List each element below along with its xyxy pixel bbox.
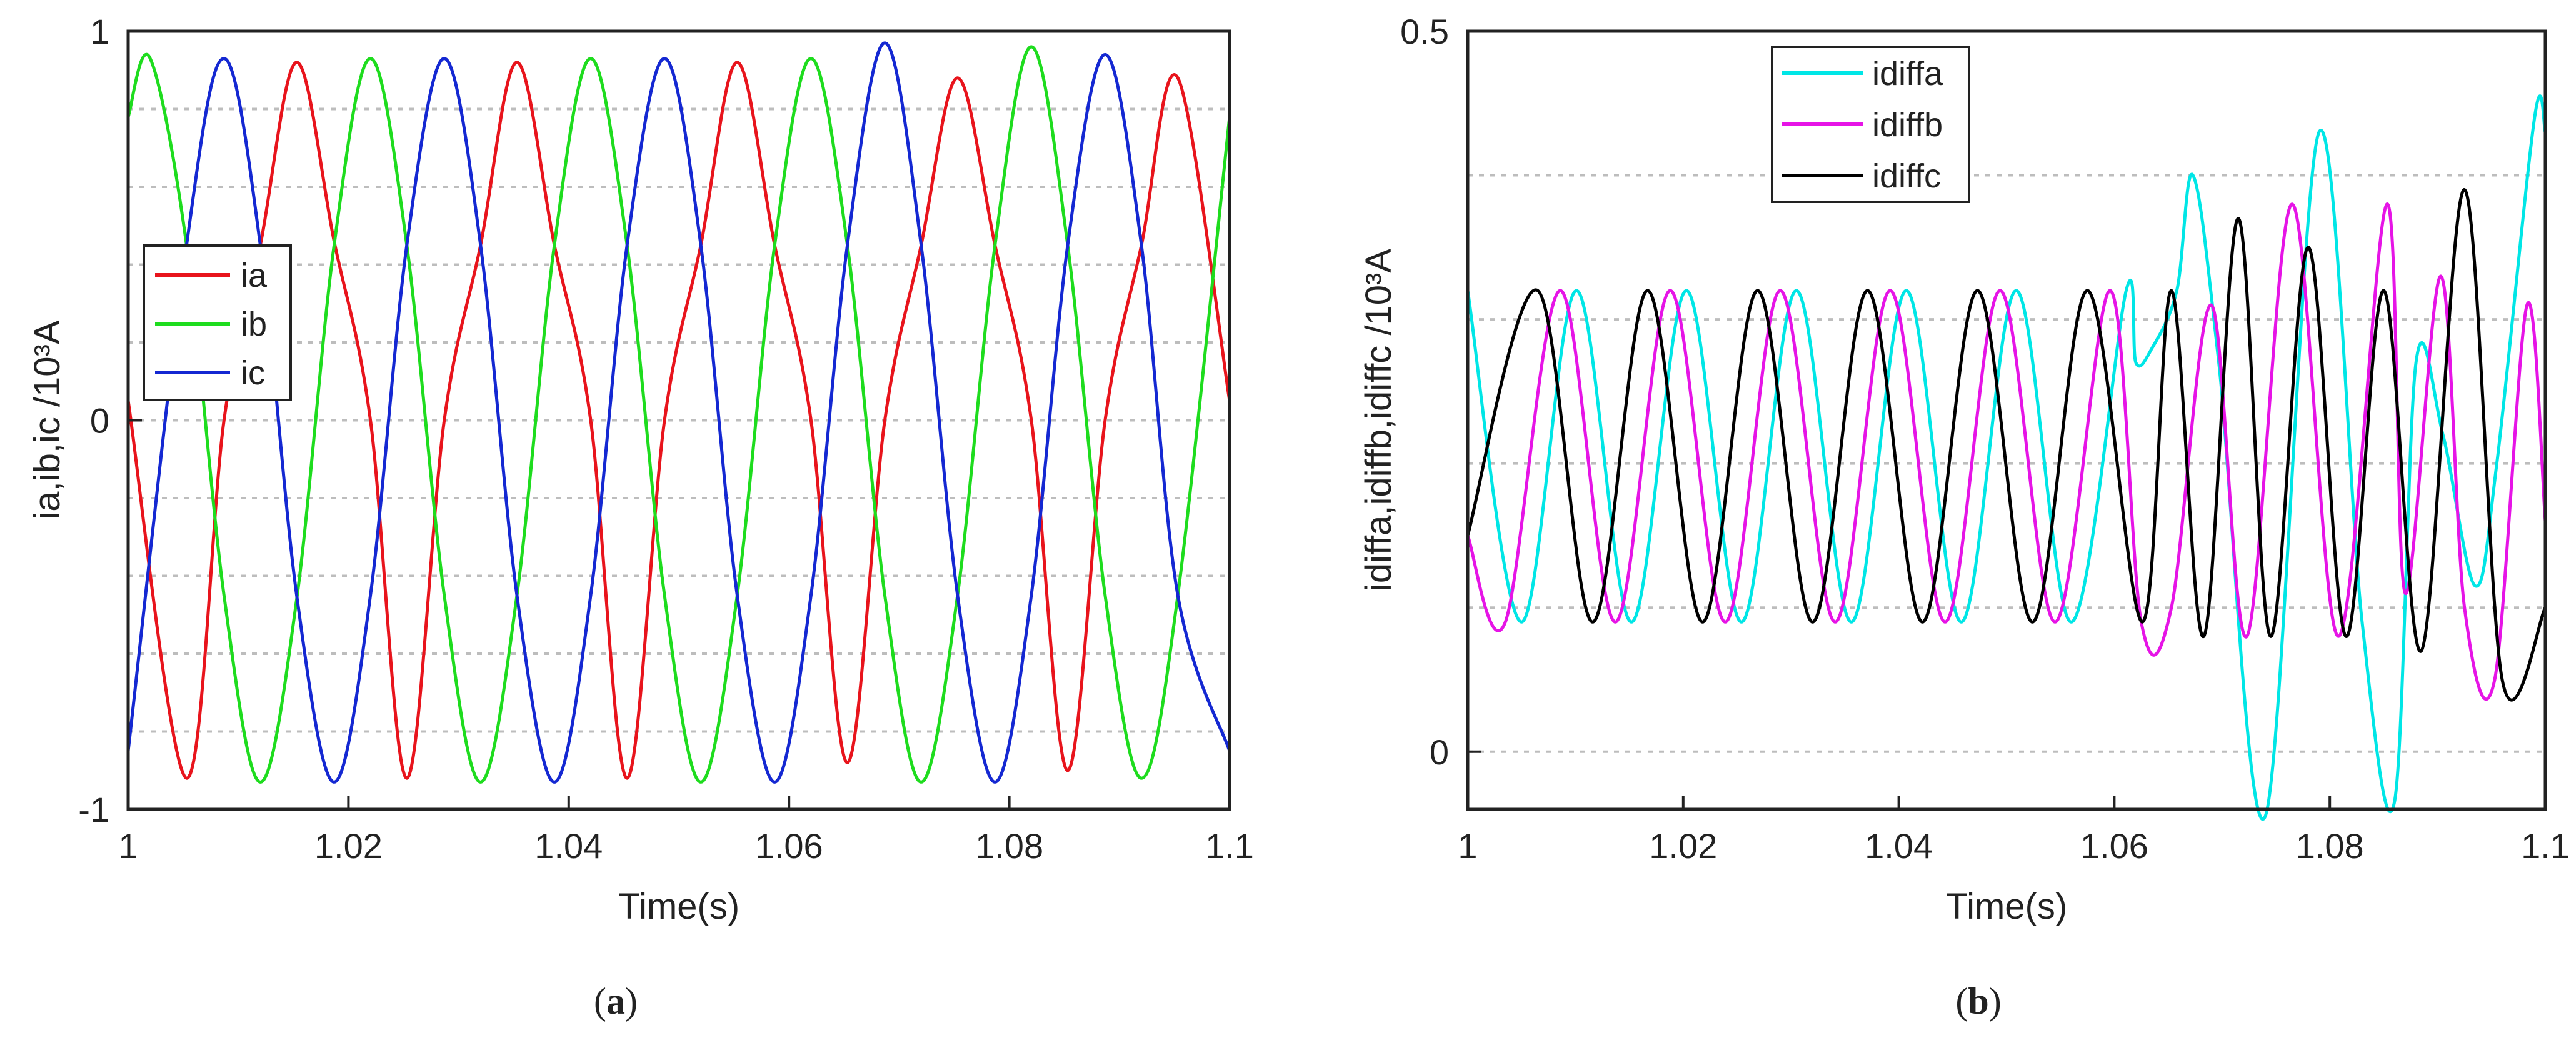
plot-frame-b [1466, 29, 2547, 811]
x-tick-label: 1 [118, 826, 138, 866]
series-line-ic [126, 41, 1231, 784]
chart-panel-a: 1 1.02 1.04 1.06 1.08 1.1 -1 0 1 Time(s) ia,ib,… [27, 12, 1254, 1022]
series-line-ia [126, 61, 1231, 780]
x-tick-label: 1.08 [2296, 826, 2364, 866]
x-tick-label: 1.1 [1205, 826, 1254, 866]
series-line-idiffc [1466, 188, 2547, 702]
y-axis-label-a: ia,ib,ic /10³A [27, 320, 68, 519]
legend-label-idiffa: idiffa [1872, 55, 1943, 92]
series-line-idiffa [1466, 94, 2547, 821]
x-tick-label: 1 [1458, 826, 1477, 866]
x-ticks-b: 1 1.02 1.04 1.06 1.08 1.1 [1458, 796, 2570, 866]
series-line-ib [126, 45, 1231, 784]
y-tick-label: 0 [90, 401, 109, 441]
y-tick-label: 0.5 [1400, 12, 1449, 51]
x-tick-label: 1.04 [1865, 826, 1933, 866]
legend-label-ib: ib [241, 306, 267, 343]
legend-b: idiffa idiffb idiffc [1771, 46, 1970, 203]
x-tick-label: 1.02 [1649, 826, 1717, 866]
caption-a: (a) [594, 981, 638, 1022]
x-ticks-a: 1 1.02 1.04 1.06 1.08 1.1 [118, 796, 1254, 866]
gridlines-a [128, 107, 1230, 733]
series-lines-a [126, 41, 1231, 784]
legend-label-ia: ia [241, 257, 268, 294]
y-ticks-a: -1 0 1 [78, 12, 142, 829]
x-tick-label: 1.06 [755, 826, 823, 866]
x-axis-label-a: Time(s) [618, 886, 739, 927]
series-line-idiffb [1466, 202, 2547, 701]
legend-a: ia ib ic [143, 244, 292, 401]
y-tick-label: 0 [1430, 732, 1449, 772]
x-axis-label-b: Time(s) [1946, 886, 2067, 927]
y-tick-label: -1 [78, 790, 109, 829]
legend-label-ic: ic [241, 354, 265, 392]
legend-label-idiffc: idiffc [1872, 157, 1941, 195]
x-tick-label: 1.06 [2080, 826, 2148, 866]
y-ticks-b: 00.5 [1400, 12, 1481, 772]
x-tick-label: 1.08 [975, 826, 1043, 866]
legend-label-idiffb: idiffb [1872, 106, 1943, 144]
series-lines-b [1466, 94, 2547, 821]
x-tick-label: 1.02 [314, 826, 383, 866]
y-axis-label-b: idiffa,idiffb,idiffc /10³A [1358, 249, 1399, 591]
x-tick-label: 1.04 [534, 826, 603, 866]
x-tick-label: 1.1 [2521, 826, 2570, 866]
caption-b: (b) [1955, 981, 2001, 1022]
chart-panel-b: 1 1.02 1.04 1.06 1.08 1.1 00.5 Time(s) idiffa… [1358, 12, 2570, 1022]
y-tick-label: 1 [90, 12, 109, 51]
